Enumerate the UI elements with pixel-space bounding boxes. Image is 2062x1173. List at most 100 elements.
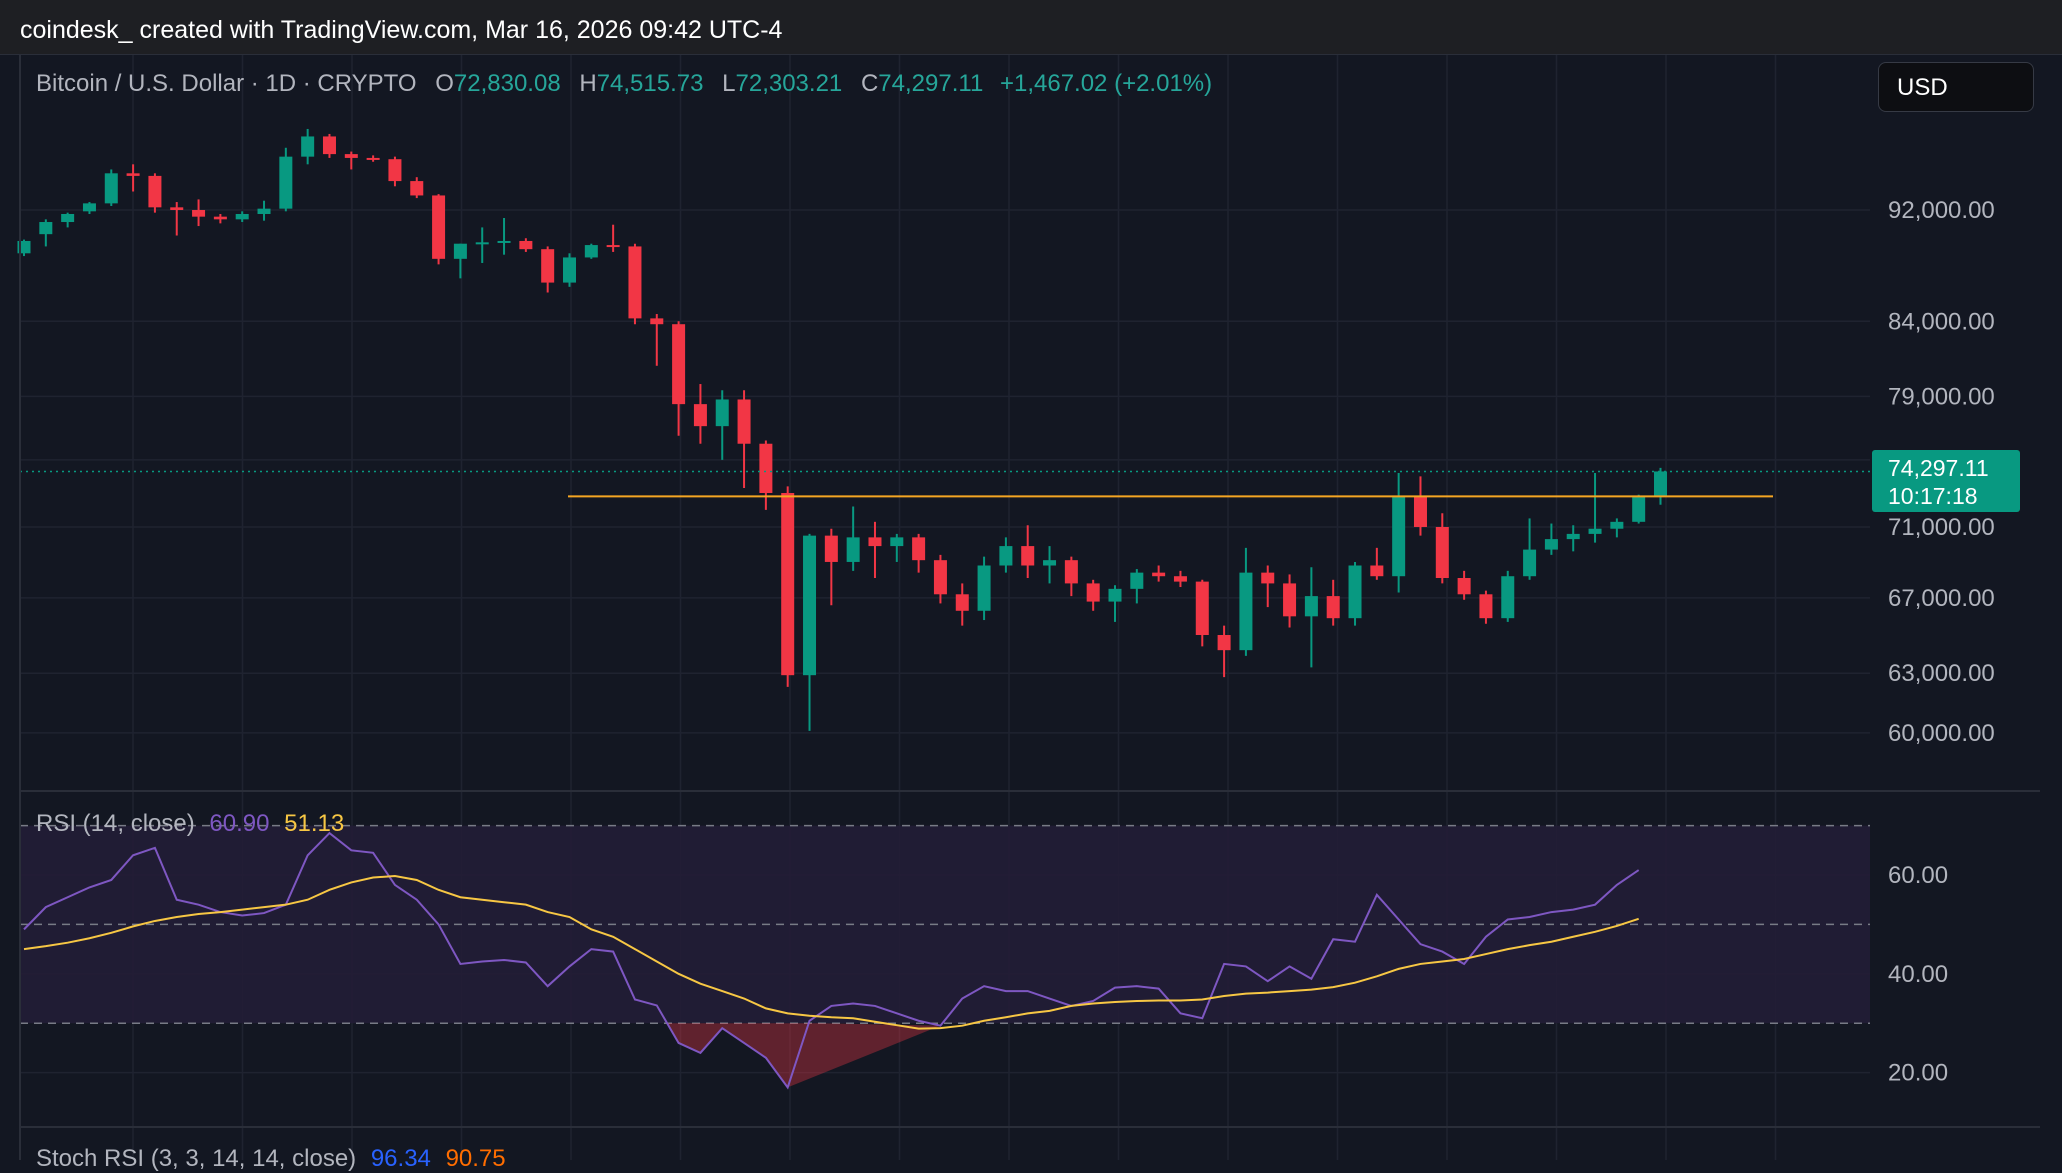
candle-down (737, 399, 751, 444)
candle-up (1632, 496, 1646, 522)
low-label: L (722, 70, 736, 97)
candle-down (824, 535, 838, 562)
candle-up (1588, 528, 1602, 534)
candle-down (1021, 546, 1035, 566)
candle-down (1261, 572, 1275, 584)
ohlc-legend: Bitcoin / U.S. Dollar · 1D · CRYPTO O72,… (36, 70, 1212, 98)
candle-down (693, 404, 707, 427)
candle-up (846, 537, 860, 562)
candle-down (1217, 635, 1231, 651)
rsi-value: 60.90 (209, 810, 270, 837)
close-value: 74,297.11 (878, 70, 984, 97)
candle-down (1413, 496, 1427, 527)
price-tick-label: 92,000.00 (1888, 197, 1995, 224)
candle-down (388, 159, 402, 182)
rsi-ma-line (23, 875, 1639, 1030)
price-tick-label: 79,000.00 (1888, 383, 1995, 410)
candle-down (1064, 560, 1078, 584)
candle-up (497, 240, 511, 243)
candle-up (61, 213, 75, 223)
candle-down (1457, 578, 1471, 595)
candle-down (1435, 526, 1449, 579)
candle-down (650, 318, 664, 325)
price-tick-label: 60,000.00 (1888, 720, 1995, 747)
rsi-legend: RSI (14, close) 60.90 51.13 (36, 810, 344, 838)
candle-down (170, 207, 184, 210)
candle-down (192, 209, 206, 217)
stoch-rsi-legend: Stoch RSI (3, 3, 14, 14, close) 96.34 90… (36, 1145, 506, 1173)
price-tick-label: 67,000.00 (1888, 585, 1995, 612)
candle-up (563, 257, 576, 283)
rsi-tick-label: 60.00 (1888, 862, 1948, 889)
candles (17, 128, 1667, 731)
rsi-label: RSI (14, close) (36, 810, 195, 837)
stoch-k-value: 96.34 (370, 1145, 431, 1172)
candle-down (1173, 576, 1187, 582)
candle-up (475, 242, 489, 245)
candle-up (301, 136, 315, 157)
candle-down (606, 245, 620, 248)
candle-up (1348, 565, 1362, 619)
candle-up (1566, 533, 1580, 540)
candle-down (213, 216, 227, 220)
candle-up (1610, 521, 1624, 529)
candle-down (322, 136, 336, 155)
candle-down (868, 537, 882, 547)
candle-down (432, 195, 446, 259)
top-bar: coindesk_ created with TradingView.com, … (0, 0, 2062, 55)
candle-up (1043, 560, 1057, 566)
candle-up (1654, 471, 1667, 496)
candle-down (912, 537, 926, 561)
rsi-lines (23, 831, 1640, 1090)
candle-down (1086, 583, 1100, 602)
change-value: +1,467.02 (+2.01%) (999, 70, 1213, 97)
low-value: 72,303.21 (735, 70, 843, 97)
candle-down (1479, 594, 1493, 619)
levels (20, 470, 1870, 498)
candle-up (803, 535, 817, 676)
candle-up (1239, 572, 1253, 651)
candle-down (672, 324, 686, 405)
candle-up (1108, 588, 1122, 602)
candle-up (1130, 572, 1144, 589)
candle-down (344, 154, 358, 158)
chart-caption: coindesk_ created with TradingView.com, … (20, 16, 783, 44)
candle-down (955, 594, 969, 611)
open-value: 72,830.08 (453, 70, 561, 97)
stoch-d-value: 90.75 (445, 1145, 506, 1172)
candle-up (39, 222, 53, 235)
last-price-badge: 74,297.11 10:17:18 (1872, 450, 2020, 512)
candle-up (999, 546, 1013, 566)
price-tick-label: 84,000.00 (1888, 308, 1995, 335)
candle-up (82, 203, 96, 212)
rsi-oversold-fill (667, 1023, 941, 1088)
candle-up (1544, 539, 1558, 550)
candle-down (781, 493, 795, 676)
candle-down (759, 443, 773, 494)
candle-up (715, 399, 729, 427)
candle-down (126, 173, 140, 176)
candle-down (933, 560, 947, 595)
high-label: H (579, 70, 597, 97)
candle-down (628, 246, 642, 319)
rsi-ma-value: 51.13 (284, 810, 345, 837)
rsi-band-lines (20, 824, 1870, 1024)
symbol-label: Bitcoin / U.S. Dollar · 1D · CRYPTO (36, 70, 417, 97)
candle-up (279, 156, 293, 209)
candle-down (148, 175, 162, 208)
candle-up (1523, 549, 1537, 577)
candle-down (1326, 596, 1340, 619)
bar-countdown: 10:17:18 (1888, 483, 1978, 509)
candle-up (453, 243, 467, 259)
candle-up (235, 213, 249, 220)
candle-down (1195, 581, 1209, 636)
rsi-line (23, 831, 1640, 1090)
candle-down (410, 181, 424, 196)
candle-up (1392, 496, 1406, 577)
candle-down (541, 249, 555, 283)
rsi-tick-label: 40.00 (1888, 961, 1948, 988)
last-price-value: 74,297.11 (1888, 455, 1989, 481)
currency-button[interactable]: USD (1878, 62, 2034, 112)
candle-up (104, 173, 118, 204)
